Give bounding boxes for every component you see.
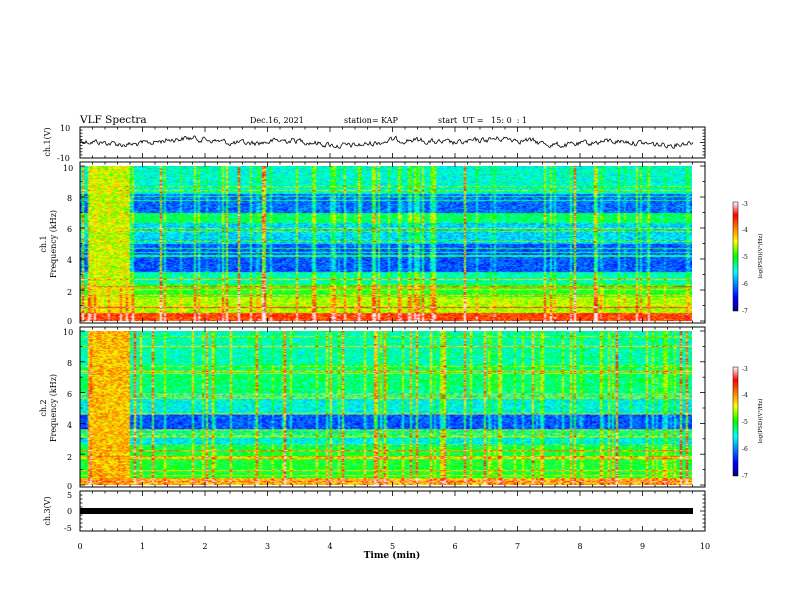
ch1-spectrogram-ylabel-freq: Frequency (kHz) — [49, 210, 58, 278]
ch1-freq-tick-8: 8 — [67, 194, 72, 203]
x-axis-label: Time (min) — [364, 550, 421, 561]
ch1-ytick-bottom: -10 — [57, 154, 70, 163]
ch1-cbar-tick-m6: -6 — [742, 281, 748, 288]
ch3-ticks — [79, 490, 706, 532]
ch3-signal-band — [80, 508, 693, 514]
ch1-freq-tick-10: 10 — [63, 164, 73, 173]
ch3-ylabel: ch.3(V) — [43, 496, 52, 525]
ch1-waveform-frame — [79, 126, 706, 159]
ch1-freq-tick-0: 0 — [67, 317, 72, 326]
ch1-waveform-ticks — [79, 126, 706, 159]
ch1-waveform-ylabel: ch.1(V) — [43, 127, 52, 156]
ch1-spectrogram-image — [80, 166, 692, 321]
ch1-freq-tick-4: 4 — [67, 256, 72, 265]
ch1-cbar-tick-m7: -7 — [742, 308, 748, 315]
ch2-freq-tick-4: 4 — [67, 421, 72, 430]
ch1-freq-tick-6: 6 — [67, 225, 72, 234]
ch1-cbar-tick-m5: -5 — [742, 254, 748, 261]
ch2-colorbar: -3 -4 -5 -6 -7 log(PSD)(V²/Hz) — [732, 366, 764, 480]
ch1-waveform-trace — [79, 135, 694, 150]
ch2-cbar-tick-m5: -5 — [742, 419, 748, 426]
ch2-freq-tick-2: 2 — [67, 453, 72, 462]
ch1-colorbar: -3 -4 -5 -6 -7 log(PSD)(V²/Hz) — [732, 201, 764, 315]
ch2-freq-tick-labels: 0 2 4 6 8 10 — [63, 328, 73, 491]
x-tick-label-5: 5 — [390, 542, 395, 551]
ch1-spectrogram-panel: 0 2 4 6 8 10 ch.1 Frequency (kHz) — [39, 161, 706, 326]
ch2-spectrogram-image — [80, 331, 692, 485]
ch2-freq-tick-8: 8 — [67, 359, 72, 368]
ch3-ytick-mid: 0 — [67, 507, 72, 516]
ch1-colorbar-gradient — [732, 201, 739, 312]
ch1-spectrogram-ticks — [79, 162, 706, 323]
ch2-cbar-tick-m7: -7 — [742, 473, 748, 480]
ch3-ytick-bottom: -5 — [64, 524, 72, 533]
ch2-spectrogram-ylabel-freq: Frequency (kHz) — [49, 374, 58, 442]
x-tick-label-2: 2 — [202, 542, 207, 551]
x-axis-tick-labels: 0 1 2 3 4 5 6 7 8 9 10 — [77, 542, 710, 551]
ch1-colorbar-label: log(PSD)(V²/Hz) — [757, 234, 764, 279]
ch1-cbar-tick-m4: -4 — [742, 227, 748, 234]
x-tick-label-8: 8 — [577, 542, 582, 551]
ch1-cbar-tick-m3: -3 — [742, 201, 748, 208]
ch3-panel: 5 0 -5 ch.3(V) — [43, 490, 706, 533]
ch2-colorbar-gradient — [732, 366, 739, 477]
date-label: Dec.16, 2021 — [250, 116, 304, 125]
ch2-spectrogram-ticks — [79, 327, 706, 487]
x-tick-label-6: 6 — [452, 542, 457, 551]
ch1-freq-tick-2: 2 — [67, 288, 72, 297]
figure-title: VLF Spectra — [79, 114, 147, 126]
ch3-ytick-top: 5 — [67, 491, 72, 500]
x-tick-label-1: 1 — [140, 542, 145, 551]
ch2-colorbar-label: log(PSD)(V²/Hz) — [757, 399, 764, 444]
x-tick-label-0: 0 — [77, 542, 82, 551]
ch1-ytick-top: 10 — [60, 124, 70, 133]
ch2-spectrogram-ylabel-channel: ch.2 — [39, 399, 48, 416]
ch1-waveform-panel: 10 -10 ch.1(V) — [43, 124, 706, 163]
start-time-label: start UT = 15: 0 : 1 — [438, 116, 527, 125]
x-tick-label-7: 7 — [515, 542, 520, 551]
x-tick-label-3: 3 — [265, 542, 270, 551]
ch2-freq-tick-0: 0 — [67, 482, 72, 491]
ch2-cbar-tick-m6: -6 — [742, 446, 748, 453]
ch2-cbar-tick-m3: -3 — [742, 366, 748, 373]
x-tick-label-4: 4 — [327, 542, 332, 551]
ch2-freq-tick-10: 10 — [63, 328, 73, 337]
station-label: station= KAP — [344, 116, 399, 125]
ch2-freq-tick-6: 6 — [67, 390, 72, 399]
ch1-freq-tick-labels: 0 2 4 6 8 10 — [63, 164, 73, 326]
x-tick-label-9: 9 — [640, 542, 645, 551]
ch1-spectrogram-ylabel-channel: ch.1 — [39, 235, 48, 252]
ch2-cbar-tick-m4: -4 — [742, 392, 748, 399]
ch2-spectrogram-panel: 0 2 4 6 8 10 ch.2 Frequency (kHz) — [39, 326, 706, 491]
x-tick-label-10: 10 — [700, 542, 710, 551]
